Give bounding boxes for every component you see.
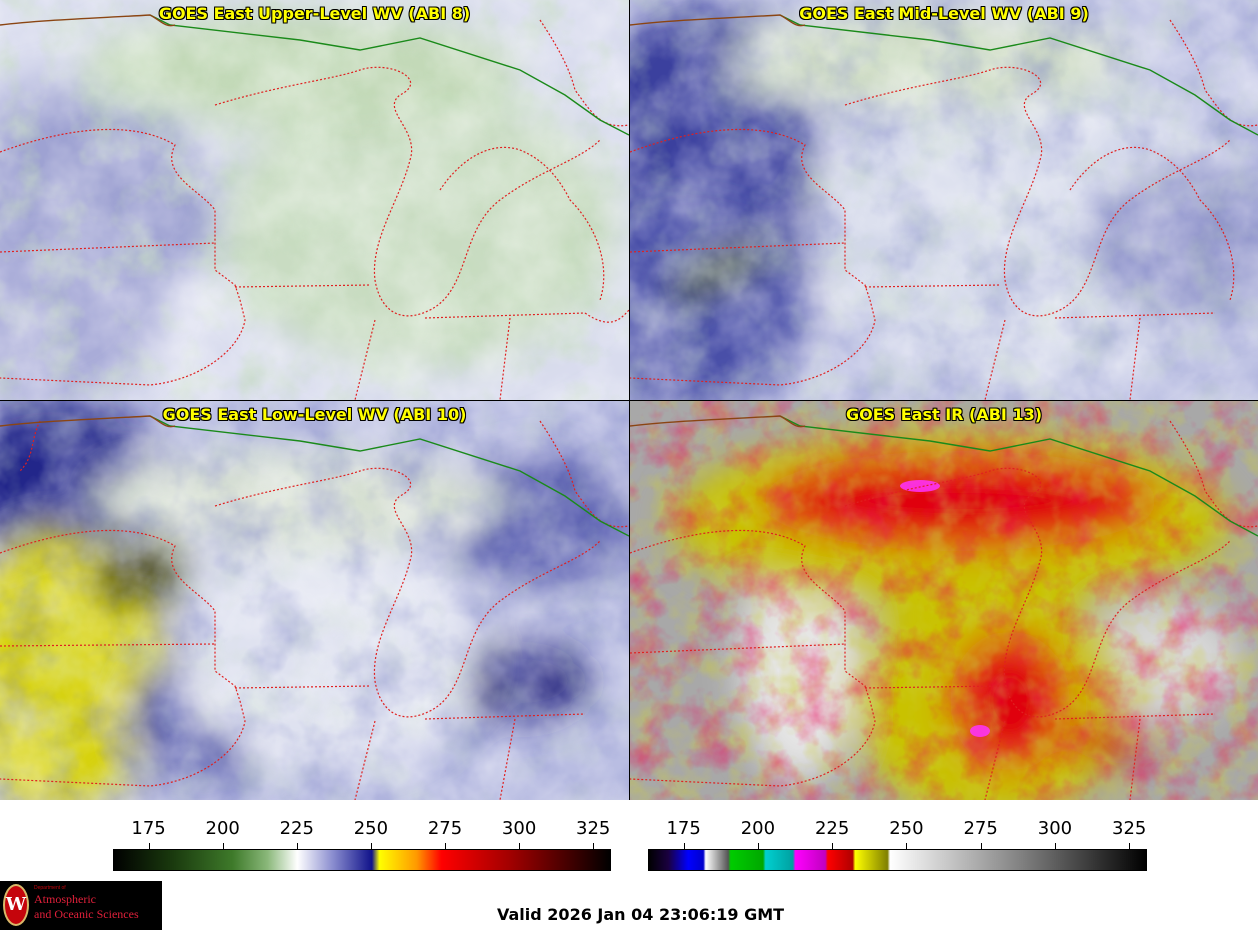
panel-divider-vertical — [629, 0, 630, 800]
map-borders — [0, 14, 629, 400]
ir-colorbar — [648, 849, 1147, 871]
upper-level-wv-image — [0, 0, 629, 400]
colorbar-tick-label: 325 — [576, 818, 611, 839]
colorbar-tick-label: 275 — [427, 818, 463, 839]
colorbar-tick-mark — [445, 843, 446, 849]
logo-line1: Atmospheric — [34, 892, 96, 906]
colorbar-tick-mark — [370, 843, 372, 849]
colorbar-tick-mark — [519, 843, 521, 849]
colorbar-tick-label: 325 — [1111, 818, 1147, 839]
panel-infrared: GOES East IR (ABI 13) — [630, 401, 1258, 800]
panel-upper-level-wv: GOES East Upper-Level WV (ABI 8) — [0, 0, 629, 400]
colorbar-tick-mark — [832, 843, 834, 849]
panel-low-level-wv: GOES East Low-Level WV (ABI 10) — [0, 401, 629, 800]
colorbar-tick-label: 225 — [279, 818, 314, 839]
colorbar-tick-label: 225 — [814, 818, 850, 839]
panel-mid-level-wv: GOES East Mid-Level WV (ABI 9) — [630, 0, 1258, 400]
colorbar-tick-mark — [593, 843, 595, 849]
uw-crest-icon: W — [3, 884, 29, 926]
logo-dept: Department of — [34, 885, 66, 891]
wv-colorbar — [113, 849, 611, 871]
colorbar-tick-label: 250 — [889, 818, 924, 839]
colorbar-tick-label: 175 — [666, 818, 701, 839]
colorbar-tick-label: 250 — [353, 818, 389, 839]
colorbar-tick-label: 300 — [501, 818, 537, 839]
colorbar-tick-mark — [683, 843, 685, 849]
colorbar-tick-label: 175 — [131, 818, 166, 839]
colorbar-tick-mark — [757, 843, 759, 849]
valid-time: Valid 2026 Jan 04 23:06:19 GMT — [497, 905, 785, 924]
map-borders — [630, 14, 1258, 400]
mid-level-wv-image — [630, 0, 1258, 400]
colorbar-tick-label: 300 — [1037, 818, 1073, 839]
logo-line2: and Oceanic Sciences — [34, 907, 139, 921]
colorbar-tick-label: 200 — [740, 818, 776, 839]
colorbar-tick-mark — [148, 843, 150, 849]
colorbar-tick-mark — [222, 843, 224, 849]
panel-title: GOES East Upper-Level WV (ABI 8) — [158, 4, 471, 23]
panel-title: GOES East Mid-Level WV (ABI 9) — [799, 4, 1089, 23]
colorbar-tick-mark — [1129, 843, 1131, 849]
colorbar-tick-mark — [1054, 843, 1056, 849]
aos-logo: W Department of Atmospheric and Oceanic … — [0, 881, 162, 930]
panel-title: GOES East IR (ABI 13) — [845, 405, 1043, 424]
colorbar-tick-mark — [906, 843, 908, 849]
colorbar-tick-mark — [296, 843, 298, 849]
map-borders — [0, 415, 629, 800]
low-level-wv-image — [0, 401, 629, 800]
map-borders — [630, 415, 1258, 800]
colorbar-tick-label: 275 — [963, 818, 998, 839]
colorbar-tick-label: 200 — [205, 818, 240, 839]
infrared-image — [630, 401, 1258, 800]
panel-title: GOES East Low-Level WV (ABI 10) — [162, 405, 467, 424]
colorbar-tick-mark — [980, 843, 982, 849]
